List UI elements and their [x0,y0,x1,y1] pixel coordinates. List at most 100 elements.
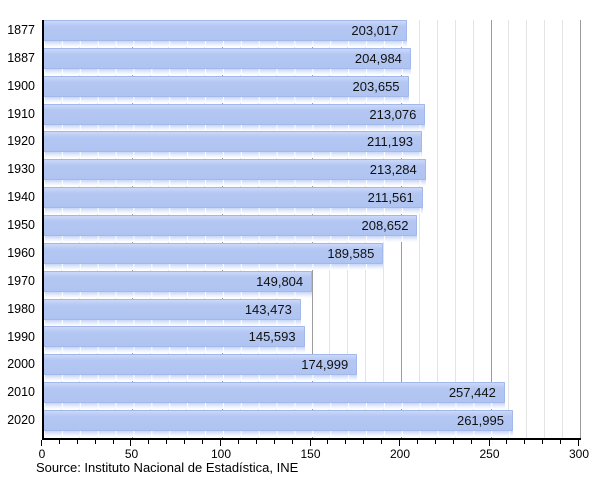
bar-2010: 257,442 [44,382,505,404]
bar-reflection [44,431,513,438]
x-tick-minor [542,440,544,444]
x-tick-minor [381,440,383,444]
bar-reflection [44,236,418,243]
bar-reflection [44,208,423,215]
x-tick-minor [76,440,78,444]
bar-2020: 261,995 [44,410,513,432]
x-tick-minor [148,440,150,444]
x-tick-major [130,440,132,446]
bar-reflection [44,291,313,298]
x-tick-label-300: 300 [568,447,590,461]
source-caption: Source: Instituto Nacional de Estadístic… [36,460,299,475]
year-label-2010: 2010 [7,385,35,400]
year-label-1920: 1920 [7,134,35,149]
bar-reflection [44,403,505,410]
bar-value-label: 149,804 [256,273,304,289]
bar-1980: 143,473 [44,298,301,320]
x-tick-minor [112,440,114,444]
bar-1900: 203,655 [44,75,409,97]
year-label-2020: 2020 [7,413,35,428]
x-tick-minor [184,440,186,444]
bar-row-1990: 145,593 [44,326,581,354]
x-axis: 0 50 100 150 200 250 300 [38,440,589,462]
year-label-1960: 1960 [7,245,35,260]
x-tick-minor [58,440,60,444]
gridline-minor [562,20,564,438]
bar-value-label: 213,076 [369,106,417,122]
bar-value-label: 257,442 [448,385,496,401]
year-label-1887: 1887 [7,50,35,65]
bar-value-label: 204,984 [354,50,402,66]
bar-value-label: 174,999 [301,357,349,373]
bar-row-2020: 261,995 [44,410,581,438]
bar-row-1980: 143,473 [44,298,581,327]
x-tick-minor [506,440,508,444]
bar-reflection [44,41,408,47]
x-tick-major [398,440,400,446]
bar-reflection [44,152,423,159]
bar-row-1910: 213,076 [44,103,581,132]
bar-reflection [44,375,358,382]
bar-value-label: 145,593 [248,329,296,345]
x-tick-minor [416,440,418,444]
x-tick-minor [524,440,526,444]
bar-value-label: 211,193 [367,134,414,150]
x-tick-label-250: 250 [479,447,500,461]
gridline-minor [544,20,546,438]
bar-value-label: 211,561 [367,190,414,206]
bar-1887: 204,984 [44,47,411,69]
bar-value-label: 189,585 [327,245,375,261]
bar-value-label: 261,995 [456,413,504,429]
bar-row-1930: 213,284 [44,159,581,187]
bar-1960: 189,585 [44,242,384,264]
x-tick-minor [363,440,365,444]
bar-1970: 149,804 [44,270,313,292]
gridline-minor [526,20,528,438]
bar-value-label: 203,655 [352,78,400,94]
bar-reflection [44,68,411,75]
bar-row-1920: 211,193 [44,131,581,159]
bar-reflection [44,263,384,270]
x-tick-label-150: 150 [300,447,321,461]
x-tick-minor [166,440,168,444]
bar-reflection [44,319,301,326]
bar-reflection [44,347,305,354]
bar-row-2010: 257,442 [44,382,581,410]
year-label-1930: 1930 [7,162,35,177]
bar-row-1950: 208,652 [44,215,581,243]
bar-reflection [44,96,409,103]
bar-1930: 213,284 [44,159,426,181]
year-label-2000: 2000 [7,357,35,372]
bar-value-label: 203,017 [351,23,399,38]
x-tick-label-50: 50 [124,447,139,461]
year-label-1970: 1970 [7,273,35,288]
bar-value-label: 208,652 [361,218,409,234]
bar-value-label: 143,473 [244,301,292,317]
bar-1940: 211,561 [44,187,423,209]
year-label-1980: 1980 [7,301,35,316]
bar-1877: 203,017 [44,20,408,41]
year-label-1877: 1877 [7,23,35,37]
year-label-1900: 1900 [7,78,35,93]
bar-reflection [44,124,426,131]
x-tick-minor [470,440,472,444]
x-tick-minor [202,440,204,444]
x-tick-label-200: 200 [389,447,411,461]
bar-1990: 145,593 [44,326,305,348]
bar-reflection [44,180,426,187]
x-tick-minor [434,440,436,444]
x-tick-minor [255,440,257,444]
x-tick-label-0: 0 [38,447,46,461]
gridline-minor [418,20,420,438]
year-label-1910: 1910 [7,106,35,121]
bar-1950: 208,652 [44,215,418,237]
bar-row-1940: 211,561 [44,187,581,215]
year-label-1950: 1950 [7,218,35,233]
bars-layer: 203,017 204,984 203,655 213,076 211,193 213,2… [44,20,581,438]
plot-area: 203,017 204,984 203,655 213,076 211,193 213,2… [42,20,581,440]
y-axis-category-labels: 1877 1887 1900 1910 1920 1930 1940 1950 1960 1970… [0,20,35,438]
bar-row-1900: 203,655 [44,75,581,104]
bar-2000: 174,999 [44,354,358,376]
x-tick-minor [327,440,329,444]
x-tick-label-100: 100 [210,447,232,461]
